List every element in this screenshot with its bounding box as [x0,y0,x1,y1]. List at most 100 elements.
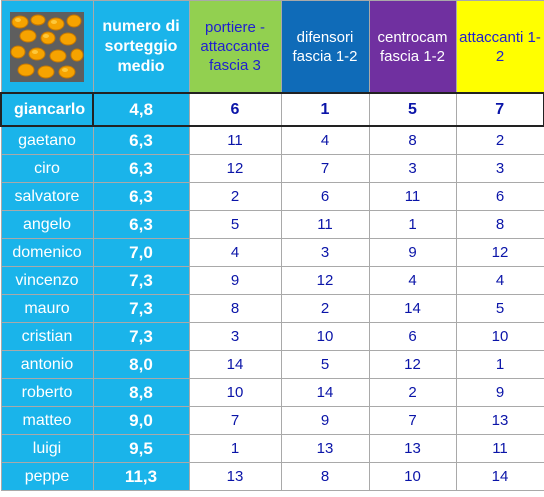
header-col-defenders: difensori fascia 1-2 [280,0,370,94]
draw-number-cell: 12 [280,266,370,295]
table-row: cristian 7,3 3 10 6 10 [0,322,544,351]
draw-number-cell: 2 [368,378,457,407]
draw-number-cell: 3 [188,322,282,351]
draw-number-cell: 11 [188,125,282,155]
draw-number-cell: 9 [368,238,457,267]
table-row: vincenzo 7,3 9 12 4 4 [0,266,544,295]
draw-number-cell: 11 [368,182,457,211]
draw-number-cell: 2 [280,294,370,323]
draw-number-cell: 10 [455,322,544,351]
player-name: antonio [0,350,94,379]
table-row: mauro 7,3 8 2 14 5 [0,294,544,323]
average-value: 6,3 [92,125,190,155]
table-row: gaetano 6,3 11 4 8 2 [0,125,544,155]
draw-number-cell: 3 [455,154,544,183]
average-value: 7,3 [92,322,190,351]
table-row: giancarlo 4,8 6 1 5 7 [0,92,544,127]
draw-number-cell: 12 [368,350,457,379]
draw-number-cell: 2 [188,182,282,211]
average-value: 9,0 [92,406,190,435]
draw-number-cell: 10 [280,322,370,351]
player-name: domenico [0,238,94,267]
player-name: salvatore [0,182,94,211]
table-row: peppe 11,3 13 8 10 14 [0,462,544,491]
draw-number-cell: 9 [455,378,544,407]
draw-number-cell: 1 [280,92,370,127]
table-row: ciro 6,3 12 7 3 3 [0,154,544,183]
draw-number-cell: 1 [455,350,544,379]
player-name: cristian [0,322,94,351]
draw-number-cell: 5 [188,210,282,239]
draw-number-cell: 14 [455,462,544,491]
draw-number-cell: 13 [188,462,282,491]
draw-number-cell: 4 [280,125,370,155]
player-name: matteo [0,406,94,435]
draw-number-cell: 11 [280,210,370,239]
draw-number-cell: 6 [368,322,457,351]
player-name: roberto [0,378,94,407]
average-value: 11,3 [92,462,190,491]
header-row: numero di sorteggio medio portiere - att… [0,0,544,94]
player-name: mauro [0,294,94,323]
draw-number-cell: 5 [455,294,544,323]
average-value: 4,8 [92,92,190,127]
average-value: 7,0 [92,238,190,267]
draw-number-cell: 5 [280,350,370,379]
table-row: antonio 8,0 14 5 12 1 [0,350,544,379]
header-col-goalkeeper: portiere - attaccante fascia 3 [188,0,282,94]
table-row: matteo 9,0 7 9 7 13 [0,406,544,435]
header-col-attackers: attaccanti 1-2 [455,0,544,94]
draw-number-cell: 1 [188,434,282,463]
player-name: angelo [0,210,94,239]
draw-number-cell: 6 [455,182,544,211]
draw-number-cell: 11 [455,434,544,463]
draw-number-cell: 9 [280,406,370,435]
draw-number-cell: 2 [455,125,544,155]
draw-number-cell: 13 [455,406,544,435]
player-name: peppe [0,462,94,491]
header-image-cell [0,0,94,94]
draw-number-cell: 14 [188,350,282,379]
draw-number-cell: 4 [188,238,282,267]
player-name: gaetano [0,125,94,155]
draw-number-cell: 8 [455,210,544,239]
draw-number-cell: 10 [188,378,282,407]
average-value: 6,3 [92,154,190,183]
draw-number-cell: 12 [188,154,282,183]
draw-number-cell: 13 [280,434,370,463]
draw-number-cell: 14 [368,294,457,323]
draw-number-cell: 3 [280,238,370,267]
average-value: 6,3 [92,210,190,239]
header-average: numero di sorteggio medio [92,0,190,94]
draw-number-cell: 7 [455,92,544,127]
table-row: salvatore 6,3 2 6 11 6 [0,182,544,211]
average-value: 9,5 [92,434,190,463]
draw-number-cell: 13 [368,434,457,463]
draw-number-cell: 5 [368,92,457,127]
draw-number-cell: 12 [455,238,544,267]
draw-number-cell: 4 [455,266,544,295]
draw-number-cell: 8 [368,125,457,155]
table-row: luigi 9,5 1 13 13 11 [0,434,544,463]
average-value: 7,3 [92,266,190,295]
average-value: 7,3 [92,294,190,323]
draw-number-cell: 3 [368,154,457,183]
draw-number-cell: 6 [280,182,370,211]
draw-number-cell: 7 [188,406,282,435]
draw-number-cell: 8 [280,462,370,491]
table-row: roberto 8,8 10 14 2 9 [0,378,544,407]
draw-number-cell: 1 [368,210,457,239]
capsules-image [10,11,84,82]
player-name: luigi [0,434,94,463]
draw-number-cell: 9 [188,266,282,295]
draw-number-cell: 14 [280,378,370,407]
table-row: angelo 6,3 5 11 1 8 [0,210,544,239]
draw-number-cell: 4 [368,266,457,295]
average-value: 8,0 [92,350,190,379]
draw-number-cell: 10 [368,462,457,491]
draw-number-cell: 7 [368,406,457,435]
player-name: ciro [0,154,94,183]
draw-number-cell: 6 [188,92,282,127]
draw-number-cell: 7 [280,154,370,183]
